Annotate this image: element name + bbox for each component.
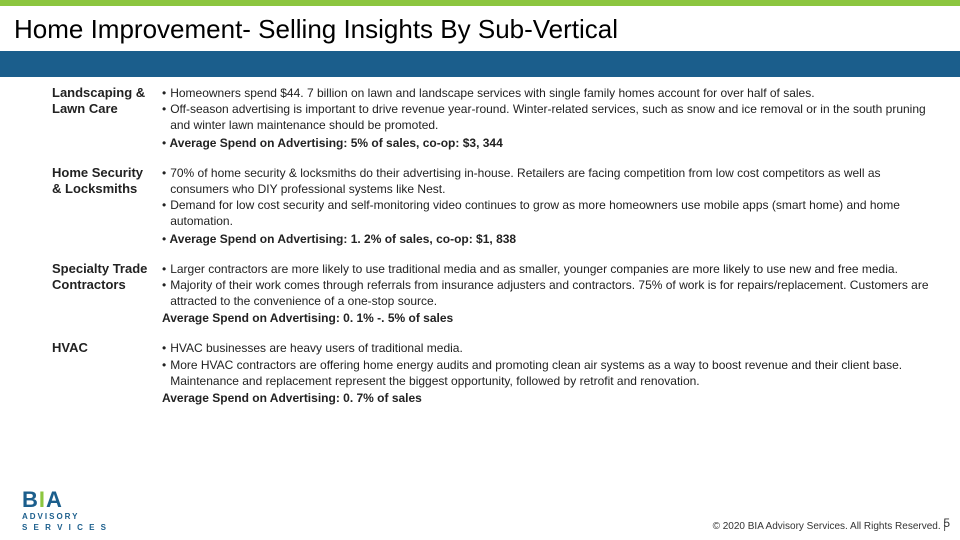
section-row: HVAC •HVAC businesses are heavy users of…	[52, 340, 938, 406]
section-summary: • Average Spend on Advertising: 1. 2% of…	[162, 231, 938, 247]
section-label: HVAC	[52, 340, 162, 406]
bullet-text: HVAC businesses are heavy users of tradi…	[170, 340, 938, 356]
logo-letter: B	[22, 487, 39, 512]
summary-bold: Average Spend on Advertising: 1. 2% of s…	[170, 232, 517, 246]
bullet-text: Majority of their work comes through ref…	[170, 277, 938, 309]
bullet-dot: •	[162, 340, 170, 356]
bullet: •Off-season advertising is important to …	[162, 101, 938, 133]
logo-sub-line1: ADVISORY	[22, 512, 108, 521]
logo-letter-accent: I	[39, 487, 46, 512]
summary-bold: Average Spend on Advertising: 0. 1% -. 5…	[162, 311, 453, 325]
header: Home Improvement- Selling Insights By Su…	[0, 6, 960, 77]
section-label: Landscaping & Lawn Care	[52, 85, 162, 151]
section-label: Specialty Trade Contractors	[52, 261, 162, 327]
bullet: •Majority of their work comes through re…	[162, 277, 938, 309]
bullet-text: 70% of home security & locksmiths do the…	[170, 165, 938, 197]
bullet-dot: •	[162, 197, 170, 229]
bullet: •HVAC businesses are heavy users of trad…	[162, 340, 938, 356]
bullet-dot: •	[162, 277, 170, 309]
section-row: Home Security & Locksmiths •70% of home …	[52, 165, 938, 247]
section-body: •Homeowners spend $44. 7 billion on lawn…	[162, 85, 938, 151]
title-blue-band	[0, 51, 960, 77]
bullet-dot: •	[162, 357, 170, 389]
logo-main: BIA	[22, 490, 108, 510]
section-label: Home Security & Locksmiths	[52, 165, 162, 247]
section-summary: • Average Spend on Advertising: 5% of sa…	[162, 135, 938, 151]
section-body: •70% of home security & locksmiths do th…	[162, 165, 938, 247]
logo-letter: A	[46, 487, 63, 512]
section-summary: Average Spend on Advertising: 0. 1% -. 5…	[162, 310, 938, 326]
slide: Home Improvement- Selling Insights By Su…	[0, 0, 960, 540]
section-row: Landscaping & Lawn Care •Homeowners spen…	[52, 85, 938, 151]
bullet-dot: •	[162, 85, 170, 101]
content-area: Landscaping & Lawn Care •Homeowners spen…	[0, 77, 960, 540]
section-row: Specialty Trade Contractors •Larger cont…	[52, 261, 938, 327]
bullet: •More HVAC contractors are offering home…	[162, 357, 938, 389]
summary-bold: Average Spend on Advertising: 0. 7% of s…	[162, 391, 422, 405]
bullet: •Larger contractors are more likely to u…	[162, 261, 938, 277]
summary-prefix: •	[162, 136, 170, 150]
bullet-text: Demand for low cost security and self-mo…	[170, 197, 938, 229]
summary-bold: Average Spend on Advertising: 5% of sale…	[170, 136, 503, 150]
footer: BIA ADVISORY S E R V I C E S © 2020 BIA …	[0, 490, 960, 532]
logo: BIA ADVISORY S E R V I C E S	[22, 490, 108, 532]
logo-sub-line2: S E R V I C E S	[22, 523, 108, 532]
bullet: •70% of home security & locksmiths do th…	[162, 165, 938, 197]
bullet-dot: •	[162, 101, 170, 133]
bullet-dot: •	[162, 165, 170, 197]
bullet-text: Homeowners spend $44. 7 billion on lawn …	[170, 85, 938, 101]
copyright-text: © 2020 BIA Advisory Services. All Rights…	[713, 521, 946, 532]
section-body: •Larger contractors are more likely to u…	[162, 261, 938, 327]
bullet: •Homeowners spend $44. 7 billion on lawn…	[162, 85, 938, 101]
bullet-text: More HVAC contractors are offering home …	[170, 357, 938, 389]
summary-prefix: •	[162, 232, 170, 246]
page-title: Home Improvement- Selling Insights By Su…	[0, 6, 960, 53]
bullet-text: Off-season advertising is important to d…	[170, 101, 938, 133]
bullet-text: Larger contractors are more likely to us…	[170, 261, 938, 277]
section-body: •HVAC businesses are heavy users of trad…	[162, 340, 938, 406]
bullet: •Demand for low cost security and self-m…	[162, 197, 938, 229]
page-number: 5	[943, 516, 950, 530]
section-summary: Average Spend on Advertising: 0. 7% of s…	[162, 390, 938, 406]
bullet-dot: •	[162, 261, 170, 277]
